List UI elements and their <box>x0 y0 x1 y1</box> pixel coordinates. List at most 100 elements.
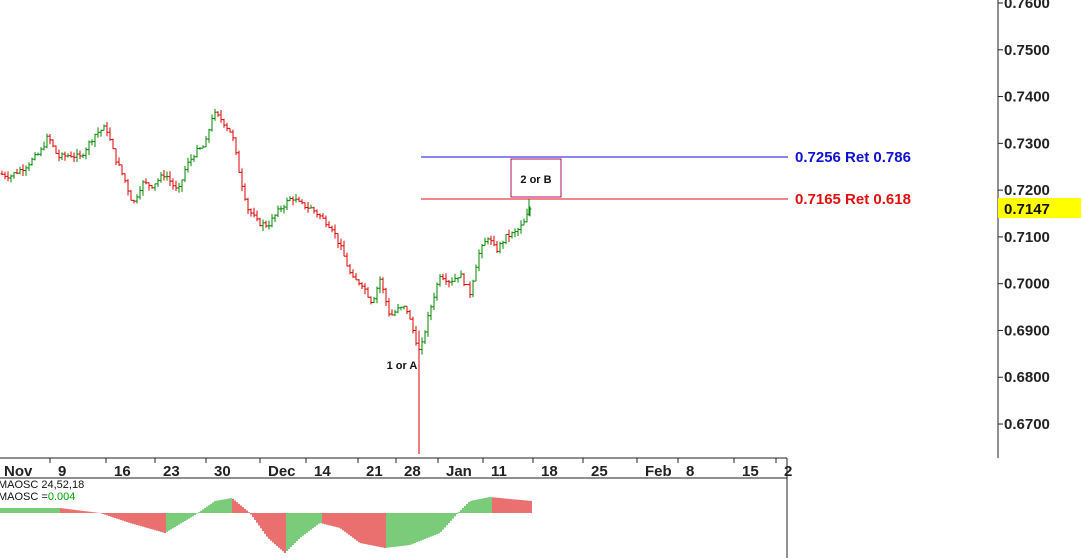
price-bar <box>150 185 154 189</box>
price-bar <box>339 238 343 251</box>
price-bar <box>72 152 76 163</box>
price-tick-label: 0.7600 <box>1004 0 1050 12</box>
price-bar <box>369 296 373 305</box>
date-tick-label: 25 <box>591 463 608 480</box>
price-bar <box>204 136 208 148</box>
price-bar <box>471 279 475 298</box>
price-bar <box>423 330 427 345</box>
osc-value-number: 0.004 <box>48 491 76 503</box>
price-bar <box>225 122 229 132</box>
price-bar <box>15 168 19 175</box>
price-bar <box>93 133 97 147</box>
price-bar <box>27 162 31 172</box>
date-tick-label: Dec <box>268 463 296 480</box>
price-bar <box>396 303 400 314</box>
price-bar <box>456 277 460 283</box>
wave-a-label: 1 or A <box>387 360 418 372</box>
date-axis-ticks: Nov 9 16 23 30 Dec 14 21 28 Jan 11 18 25 Feb 8 15 2 <box>4 458 792 480</box>
price-tick-label: 0.6800 <box>1004 369 1050 386</box>
price-bar <box>345 252 349 267</box>
price-bar <box>183 165 187 183</box>
price-bar <box>99 129 103 137</box>
date-tick-label: 28 <box>404 463 421 480</box>
price-bar <box>249 208 253 217</box>
price-bar <box>135 194 139 204</box>
price-bar <box>90 139 94 146</box>
price-bar <box>438 274 442 287</box>
price-tick-label: 0.7400 <box>1004 89 1050 106</box>
price-bar <box>219 109 223 123</box>
date-tick-label: 16 <box>114 463 131 480</box>
price-bar <box>420 337 424 355</box>
price-bar <box>357 279 361 286</box>
price-bar <box>480 243 484 259</box>
price-bar <box>366 287 370 298</box>
price-bar <box>513 228 517 238</box>
price-tick-label: 0.7100 <box>1004 229 1050 246</box>
price-bar <box>111 138 115 150</box>
price-bar <box>213 108 217 121</box>
price-bar <box>33 152 37 161</box>
price-bar <box>96 127 100 138</box>
price-bar <box>297 196 301 202</box>
price-bar <box>84 147 88 160</box>
price-bar <box>519 220 523 234</box>
price-bar <box>435 282 439 301</box>
price-bar <box>315 209 319 218</box>
price-bar <box>168 171 172 187</box>
price-bar <box>21 164 25 176</box>
price-bar <box>228 127 232 133</box>
price-bar <box>186 157 190 173</box>
price-bar <box>159 172 163 183</box>
price-bar <box>378 276 382 294</box>
price-bar <box>288 196 292 202</box>
price-bar <box>342 240 346 257</box>
price-bar <box>192 154 196 162</box>
price-bar <box>120 164 124 176</box>
maosc-histogram <box>0 497 532 553</box>
date-tick-label: 21 <box>366 463 383 480</box>
price-bar <box>462 273 466 287</box>
price-bar <box>363 283 367 295</box>
price-bar <box>114 148 118 166</box>
price-bar <box>201 145 205 149</box>
price-bar <box>291 196 295 206</box>
price-bar <box>489 235 493 246</box>
price-bar <box>351 269 355 278</box>
price-bar <box>12 172 16 179</box>
price-bar <box>147 182 151 191</box>
price-bar <box>105 122 109 137</box>
price-bar <box>144 178 148 185</box>
price-bar <box>63 151 67 161</box>
osc-value-label: MAOSC =0.004 <box>0 491 75 503</box>
date-tick-label: Feb <box>645 463 672 480</box>
price-bar <box>282 204 286 214</box>
price-bar <box>498 241 502 254</box>
price-bar <box>432 292 436 310</box>
price-bar <box>102 124 106 131</box>
price-bar <box>81 153 85 158</box>
date-tick-label: Nov <box>4 463 33 480</box>
price-bar <box>381 277 385 294</box>
price-bar <box>261 219 265 232</box>
price-bar <box>501 240 505 249</box>
price-bar <box>138 186 142 200</box>
wave-b-label: 2 or B <box>520 174 551 186</box>
price-bar <box>516 227 520 237</box>
price-tick-label: 0.6700 <box>1004 416 1050 433</box>
price-bar <box>387 298 391 317</box>
price-bar <box>450 277 454 286</box>
price-bar <box>318 213 322 220</box>
price-bar <box>6 171 10 182</box>
price-bar <box>9 174 13 183</box>
retracement-levels: 0.7256 Ret 0.786 0.7165 Ret 0.618 <box>421 149 911 208</box>
osc-params-label: MAOSC 24,52,18 <box>0 479 84 491</box>
price-bar <box>384 287 388 307</box>
price-bar <box>447 279 451 288</box>
current-price-badge <box>998 198 1081 218</box>
price-bar <box>414 326 418 346</box>
price-bar <box>321 213 325 219</box>
price-bar <box>354 272 358 281</box>
price-bar <box>336 233 340 249</box>
date-tick-label: 23 <box>163 463 180 480</box>
